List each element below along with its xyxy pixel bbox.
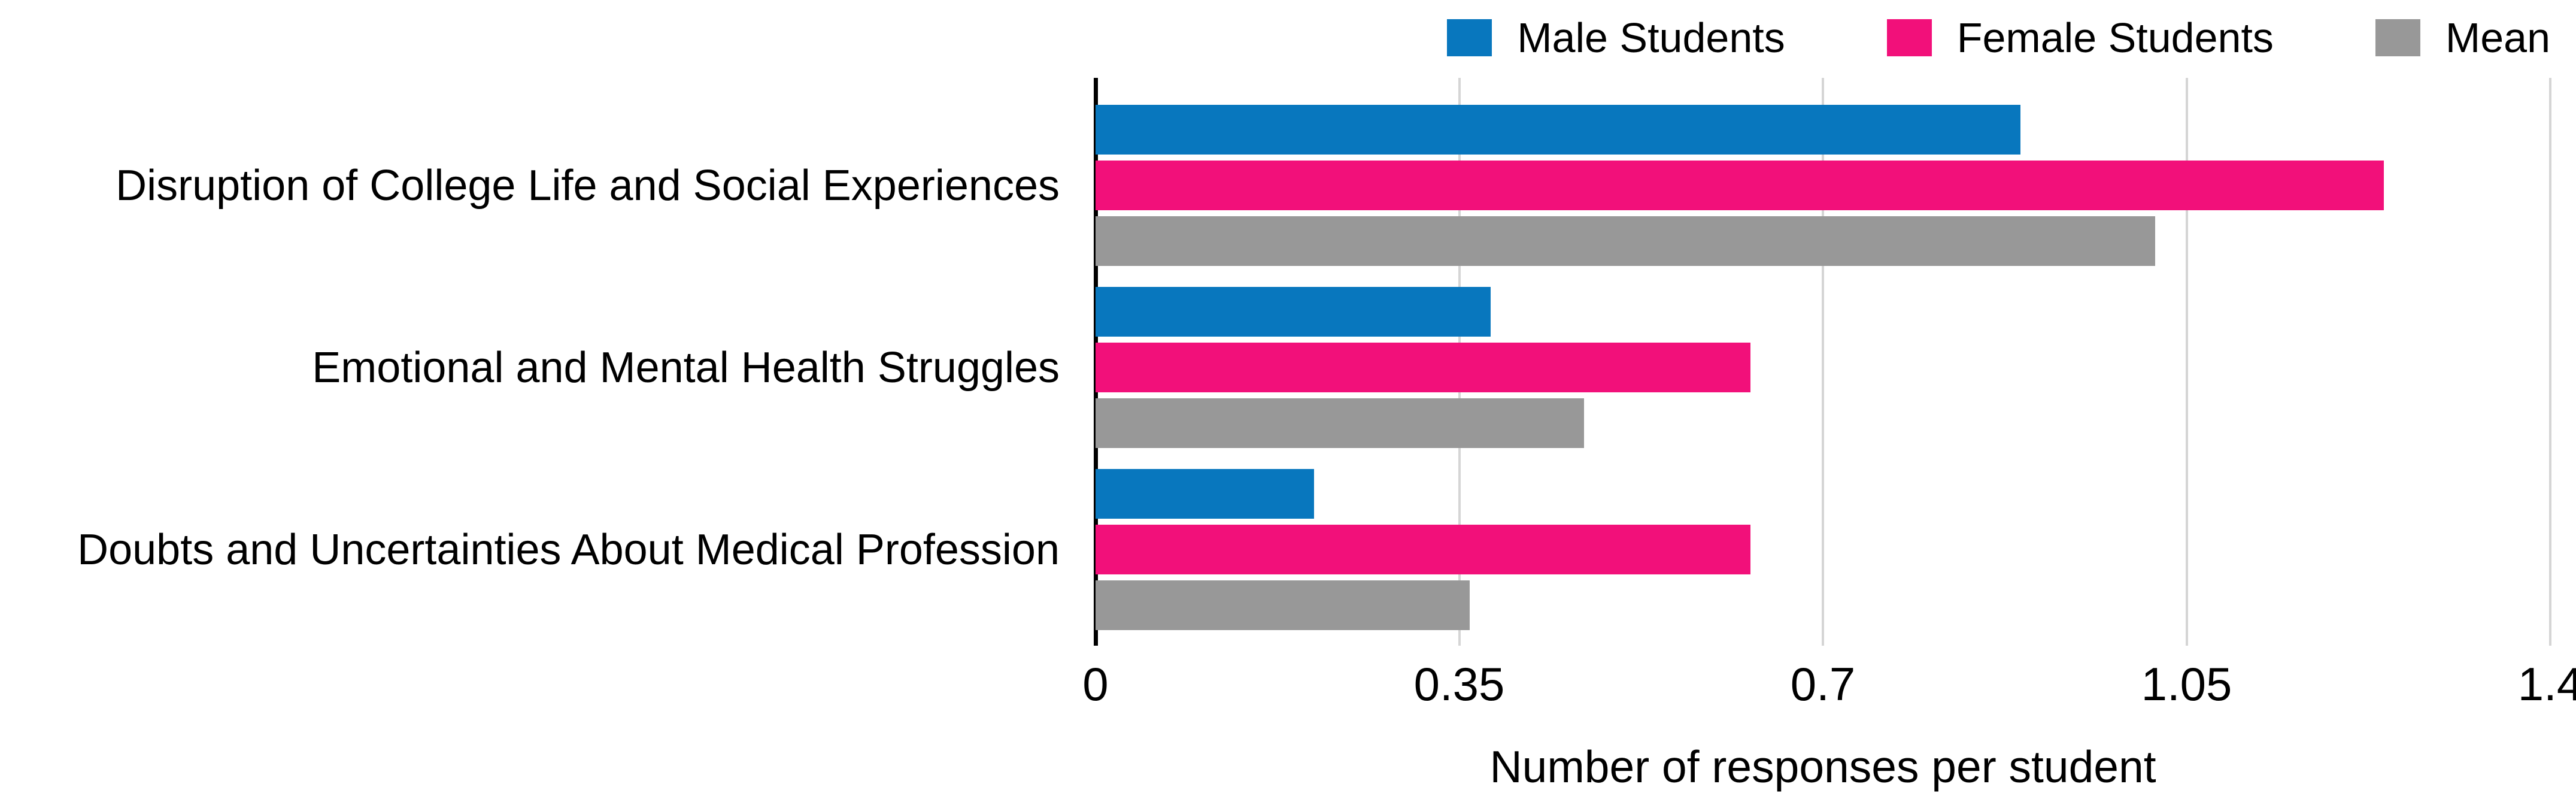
bar-mean-doubts-and-uncertainties-about-medical-profession	[1096, 580, 1470, 630]
x-tick-0.35: 0.35	[1413, 658, 1505, 710]
plot-area	[1094, 78, 2551, 646]
gridline-1.05	[2185, 78, 2188, 646]
x-axis-title: Number of responses per student	[1489, 742, 2156, 792]
legend-item-female-students: Female Students	[1886, 14, 2274, 61]
bar-mean-emotional-and-mental-health-struggles	[1096, 398, 1584, 448]
bar-male-students-emotional-and-mental-health-struggles	[1096, 287, 1491, 337]
category-label-disruption-of-college-life-and-social-experiences: Disruption of College Life and Social Ex…	[116, 161, 1060, 210]
x-tick-0.7: 0.7	[1790, 658, 1856, 710]
legend-item-mean: Mean	[2375, 17, 2550, 59]
x-tick-1.4: 1.4	[2517, 658, 2576, 710]
legend-swatch-male-students	[1447, 19, 1492, 56]
bar-mean-disruption-of-college-life-and-social-experiences	[1096, 216, 2156, 266]
x-tick-1.05: 1.05	[2141, 658, 2232, 710]
x-tick-0: 0	[1082, 658, 1109, 710]
legend-item-male-students: Male Students	[1447, 17, 1785, 59]
gridline-1.4	[2549, 78, 2551, 646]
bar-female-students-emotional-and-mental-health-struggles	[1096, 343, 1750, 392]
bar-male-students-disruption-of-college-life-and-social-experiences	[1096, 105, 2020, 155]
bar-female-students-disruption-of-college-life-and-social-experiences	[1096, 161, 2384, 210]
legend-label: Female Students	[1956, 14, 2274, 61]
legend-swatch-female-students	[1886, 19, 1932, 56]
legend-swatch-mean	[2375, 19, 2420, 56]
bar-male-students-doubts-and-uncertainties-about-medical-profession	[1096, 469, 1314, 519]
legend: Male Students Female Students Mean	[1447, 17, 2550, 59]
bar-female-students-doubts-and-uncertainties-about-medical-profession	[1096, 525, 1750, 574]
category-label-emotional-and-mental-health-struggles: Emotional and Mental Health Struggles	[312, 343, 1060, 392]
category-label-doubts-and-uncertainties-about-medical-profession: Doubts and Uncertainties About Medical P…	[77, 525, 1060, 574]
legend-label: Mean	[2445, 14, 2550, 61]
gridline-0.7	[1822, 78, 1824, 646]
legend-label: Male Students	[1517, 14, 1785, 61]
category-labels: Disruption of College Life and Social Ex…	[0, 0, 1060, 808]
